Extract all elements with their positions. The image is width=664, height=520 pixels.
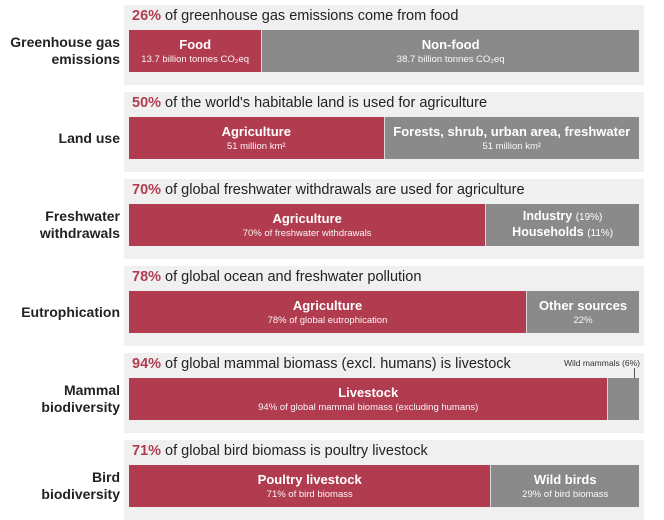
row-headline: 71% of global bird biomass is poultry li… (132, 443, 428, 459)
segment-title: Other sources (538, 297, 628, 313)
stacked-bar: Agriculture 70% of freshwater withdrawals… (129, 204, 639, 246)
external-segment-label: Wild mammals (6%) (563, 358, 640, 368)
row-label: Greenhouse gas emissions (10, 34, 120, 67)
segment-subtitle: 78% of global eutrophication (267, 314, 388, 326)
headline-percent: 94% (132, 356, 162, 372)
segment-title: Agriculture (221, 123, 291, 139)
bar-segment: Food 13.7 billion tonnes CO₂eq (129, 30, 262, 72)
segment-subtitle: 29% of bird biomass (522, 488, 609, 500)
headline-text: of global ocean and freshwater pollution (161, 269, 422, 285)
headline-percent: 78% (132, 269, 162, 285)
headline-percent: 70% (132, 182, 162, 198)
bar-segment: Agriculture 51 million km² (129, 117, 384, 159)
row-headline: 94% of global mammal biomass (excl. huma… (132, 356, 511, 372)
stacked-bar: Poultry livestock 71% of bird biomass Wild… (129, 465, 639, 507)
segment-subtitle: 51 million km² (226, 140, 286, 152)
row-label: Freshwater withdrawals (39, 208, 120, 241)
segment-title: Non-food (421, 36, 480, 52)
bar-segment: Wild birds 29% of bird biomass (490, 465, 639, 507)
segment-subtitle: 70% of freshwater withdrawals (242, 227, 372, 239)
segment-subtitle: 51 million km² (482, 140, 542, 152)
bar-segment (607, 378, 639, 420)
segment-line: Households (11%) (512, 225, 614, 239)
bar-segment: Poultry livestock 71% of bird biomass (129, 465, 491, 507)
stacked-bar: Livestock 94% of global mammal biomass (e… (129, 378, 639, 420)
row-label: Eutrophication (21, 303, 120, 320)
bar-segment: Non-food 38.7 billion tonnes CO₂eq (261, 30, 639, 72)
row-label: Land use (58, 129, 120, 146)
headline-percent: 50% (132, 95, 162, 111)
segment-subtitle: 13.7 billion tonnes CO₂eq (141, 53, 250, 65)
stacked-bar: Agriculture 51 million km² Forests, shrub,… (129, 117, 639, 159)
row-label: Mammal biodiversity (41, 382, 120, 415)
segment-subtitle: 38.7 billion tonnes CO₂eq (396, 53, 505, 65)
headline-text: of global freshwater withdrawals are use… (161, 182, 525, 198)
row-headline: 70% of global freshwater withdrawals are… (132, 182, 525, 198)
row-label: Bird biodiversity (41, 469, 120, 502)
bar-segment: Other sources 22% (526, 291, 639, 333)
headline-text: of greenhouse gas emissions come from fo… (161, 8, 459, 24)
stacked-bar: Agriculture 78% of global eutrophication O… (129, 291, 639, 333)
segment-title: Livestock (338, 384, 399, 400)
bar-segment: Agriculture 78% of global eutrophication (129, 291, 527, 333)
row-panel: 70% of global freshwater withdrawals are… (124, 179, 644, 259)
stacked-bar: Food 13.7 billion tonnes CO₂eq Non-food 38.… (129, 30, 639, 72)
segment-title: Poultry livestock (257, 471, 362, 487)
bar-segment: Livestock 94% of global mammal biomass (e… (129, 378, 608, 420)
row-headline: 26% of greenhouse gas emissions come fro… (132, 8, 458, 24)
bar-segment: Industry (19%) Households (11%) (485, 204, 639, 246)
segment-subtitle: 22% (573, 314, 593, 326)
headline-text: of the world's habitable land is used fo… (161, 95, 488, 111)
row-panel: 78% of global ocean and freshwater pollu… (124, 266, 644, 346)
segment-title: Agriculture (272, 210, 342, 226)
segment-title: Wild birds (533, 471, 597, 487)
bar-segment: Agriculture 70% of freshwater withdrawals (129, 204, 486, 246)
segment-line: Industry (19%) (522, 209, 603, 223)
segment-title: Agriculture (292, 297, 363, 313)
segment-subtitle: 94% of global mammal biomass (excluding … (258, 401, 479, 413)
segment-line-percent: (11%) (587, 228, 614, 239)
headline-text: of global bird biomass is poultry livest… (161, 443, 428, 459)
bar-segment: Forests, shrub, urban area, freshwater 51… (383, 117, 639, 159)
headline-percent: 26% (132, 8, 162, 24)
row-headline: 78% of global ocean and freshwater pollu… (132, 269, 421, 285)
headline-text: of global mammal biomass (excl. humans) … (161, 356, 511, 372)
headline-percent: 71% (132, 443, 162, 459)
row-panel: 26% of greenhouse gas emissions come fro… (124, 5, 644, 85)
row-headline: 50% of the world's habitable land is use… (132, 95, 487, 111)
external-label-pointer (634, 368, 635, 379)
segment-line-percent: (19%) (575, 212, 603, 223)
row-panel: 71% of global bird biomass is poultry li… (124, 440, 644, 520)
segment-title: Food (179, 36, 212, 52)
segment-title: Forests, shrub, urban area, freshwater (393, 123, 631, 139)
segment-subtitle: 71% of bird biomass (266, 488, 353, 500)
row-panel: 94% of global mammal biomass (excl. huma… (124, 353, 644, 433)
row-panel: 50% of the world's habitable land is use… (124, 92, 644, 172)
